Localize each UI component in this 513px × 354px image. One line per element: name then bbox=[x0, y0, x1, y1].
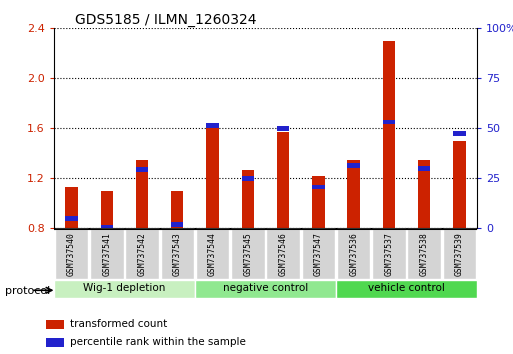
Bar bbox=[54, 280, 195, 298]
Bar bbox=[90, 229, 124, 279]
Bar bbox=[195, 280, 336, 298]
Text: GSM737541: GSM737541 bbox=[102, 232, 111, 276]
Bar bbox=[383, 120, 395, 125]
Bar bbox=[136, 167, 148, 172]
Text: GSM737540: GSM737540 bbox=[67, 232, 76, 276]
Bar bbox=[453, 131, 466, 136]
Text: Wig-1 depletion: Wig-1 depletion bbox=[83, 284, 166, 293]
Text: GSM737536: GSM737536 bbox=[349, 232, 358, 276]
Bar bbox=[206, 124, 219, 128]
Bar bbox=[277, 126, 289, 131]
Text: protocol: protocol bbox=[5, 286, 50, 296]
Text: GSM737543: GSM737543 bbox=[173, 232, 182, 276]
Bar bbox=[347, 164, 360, 168]
Bar bbox=[383, 41, 395, 228]
Bar bbox=[453, 141, 466, 228]
Bar bbox=[277, 132, 289, 228]
Bar bbox=[55, 229, 88, 279]
Text: GSM737547: GSM737547 bbox=[314, 232, 323, 276]
Bar bbox=[407, 229, 441, 279]
Text: GSM737545: GSM737545 bbox=[243, 232, 252, 276]
Bar bbox=[101, 191, 113, 228]
Bar bbox=[101, 225, 113, 229]
Text: GDS5185 / ILMN_1260324: GDS5185 / ILMN_1260324 bbox=[75, 13, 256, 27]
Bar bbox=[266, 229, 300, 279]
Bar bbox=[418, 166, 430, 171]
Bar bbox=[46, 338, 64, 347]
Bar bbox=[336, 280, 477, 298]
Bar bbox=[337, 229, 370, 279]
Text: GSM737544: GSM737544 bbox=[208, 232, 217, 276]
Bar bbox=[161, 229, 194, 279]
Bar bbox=[443, 229, 476, 279]
Bar bbox=[231, 229, 265, 279]
Text: GSM737537: GSM737537 bbox=[384, 232, 393, 276]
Text: GSM737538: GSM737538 bbox=[420, 232, 429, 276]
Bar bbox=[65, 187, 77, 228]
Text: vehicle control: vehicle control bbox=[368, 284, 445, 293]
Bar bbox=[206, 125, 219, 228]
Text: negative control: negative control bbox=[223, 284, 308, 293]
Bar bbox=[196, 229, 229, 279]
Text: percentile rank within the sample: percentile rank within the sample bbox=[70, 337, 246, 347]
Bar bbox=[136, 160, 148, 228]
Bar bbox=[171, 191, 184, 228]
Bar bbox=[171, 222, 184, 227]
Bar bbox=[312, 185, 325, 189]
Text: GSM737542: GSM737542 bbox=[137, 232, 147, 276]
Text: GSM737539: GSM737539 bbox=[455, 232, 464, 276]
Bar bbox=[418, 160, 430, 228]
Text: transformed count: transformed count bbox=[70, 319, 168, 329]
Bar bbox=[372, 229, 406, 279]
Bar bbox=[302, 229, 335, 279]
Bar bbox=[46, 320, 64, 329]
Bar bbox=[242, 176, 254, 181]
Bar bbox=[125, 229, 159, 279]
Bar bbox=[347, 160, 360, 228]
Bar bbox=[65, 216, 77, 221]
Bar bbox=[242, 170, 254, 228]
Text: GSM737546: GSM737546 bbox=[279, 232, 288, 276]
Bar bbox=[312, 176, 325, 228]
